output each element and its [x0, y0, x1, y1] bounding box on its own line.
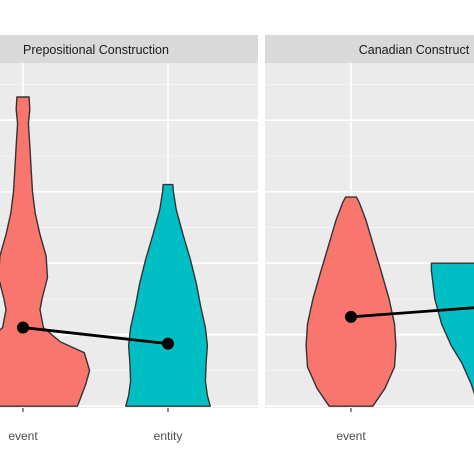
mean-markers	[345, 306, 474, 323]
mean-connector-line	[22, 326, 169, 346]
violin-entity	[430, 262, 474, 395]
violin-entity	[125, 183, 211, 407]
mean-point-entity	[162, 337, 174, 350]
mean-markers	[17, 321, 174, 350]
facet-strip-label: Canadian Construct	[359, 43, 470, 57]
facet-strip	[265, 35, 474, 63]
x-tick-label: event	[8, 429, 38, 443]
x-tick-label: event	[336, 429, 366, 443]
mean-connector-line	[350, 306, 474, 319]
panel-prepositional-construction: Prepositional Construction event entity	[0, 35, 258, 443]
facet-strip-label: Prepositional Construction	[23, 43, 169, 57]
x-axis: event	[336, 408, 366, 443]
violins	[305, 196, 474, 407]
x-tick-label: entity	[154, 429, 183, 443]
mean-point-event	[17, 321, 29, 334]
panel-canadian-construct: Canadian Construct event	[265, 35, 474, 443]
x-axis: event entity	[8, 408, 182, 443]
violin-event	[305, 196, 397, 407]
mean-point-event	[345, 310, 357, 323]
facet-strip	[0, 35, 258, 63]
